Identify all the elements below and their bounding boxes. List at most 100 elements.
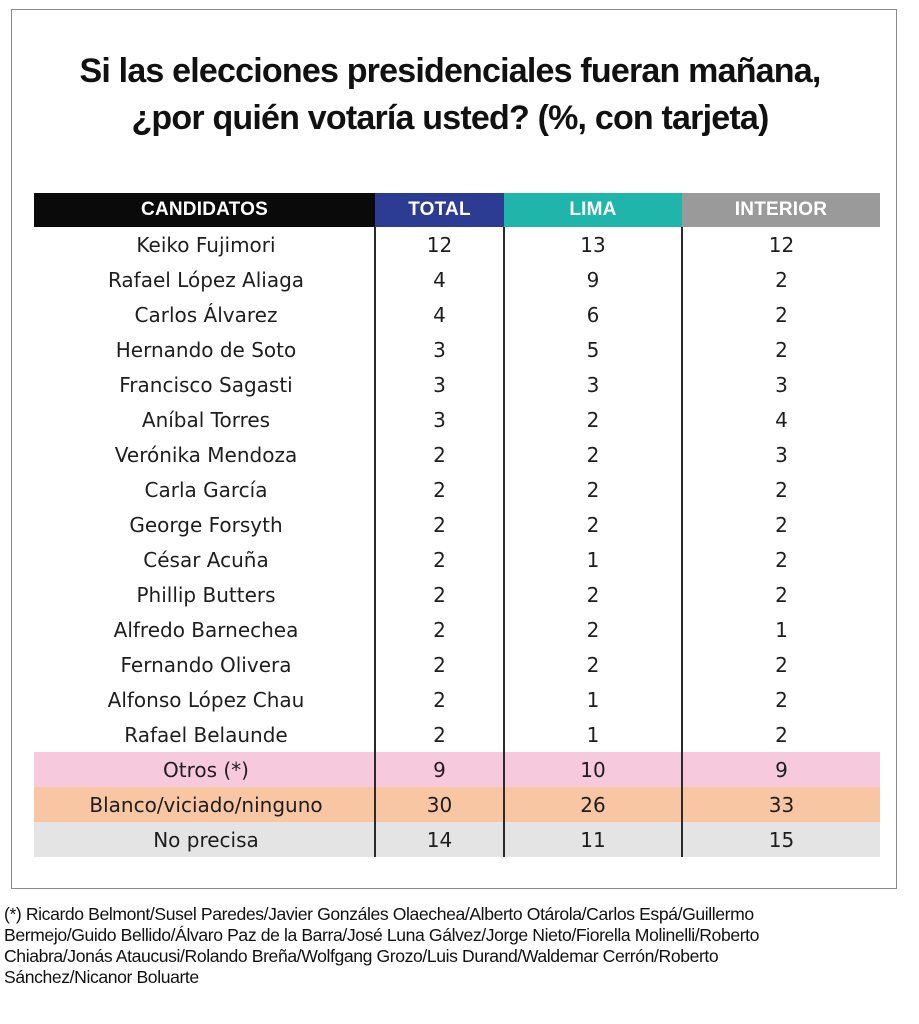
total-value-cell: 3 (374, 402, 504, 437)
table-row: Francisco Sagasti 3 3 3 (34, 367, 880, 402)
table-row: César Acuña 2 1 2 (34, 542, 880, 577)
poll-table: CANDIDATOS TOTAL LIMA INTERIOR Keiko Fuj… (34, 193, 880, 857)
header-candidatos: CANDIDATOS (34, 193, 375, 227)
total-value-cell: 2 (374, 717, 504, 752)
title-line-2: ¿por quién votaría usted? (%, con tarjet… (131, 99, 769, 137)
lima-value-cell: 2 (503, 402, 682, 437)
table-row: Keiko Fujimori 12 13 12 (34, 227, 880, 262)
lima-value-cell: 6 (503, 297, 682, 332)
candidate-name-cell: Alfredo Barnechea (113, 617, 299, 642)
interior-value-cell: 2 (681, 577, 880, 612)
interior-value-cell: 4 (681, 402, 880, 437)
candidate-name-cell: Carlos Álvarez (134, 302, 278, 327)
interior-value-cell: 2 (681, 647, 880, 682)
interior-value-cell: 2 (681, 332, 880, 367)
table-row: Carlos Álvarez 4 6 2 (34, 297, 880, 332)
footnote-line-4: Sánchez/Nicanor Boluarte (4, 967, 199, 987)
header-lima: LIMA (504, 193, 682, 227)
table-row: Alfredo Barnechea 2 2 1 (34, 612, 880, 647)
candidate-name-cell: César Acuña (143, 547, 269, 572)
candidate-name-cell: Rafael López Aliaga (107, 267, 305, 292)
total-value-cell: 2 (374, 612, 504, 647)
lima-value-cell: 5 (503, 332, 682, 367)
total-value-cell: 12 (374, 227, 504, 262)
candidate-name-cell: Verónika Mendoza (114, 442, 298, 467)
total-value-cell: 2 (374, 437, 504, 472)
table-row: Aníbal Torres 3 2 4 (34, 402, 880, 437)
interior-value-cell: 15 (681, 822, 880, 857)
total-value-cell: 2 (374, 647, 504, 682)
candidate-name-cell: Rafael Belaunde (124, 722, 288, 747)
table-row: No precisa 14 11 15 (34, 822, 880, 857)
interior-value-cell: 12 (681, 227, 880, 262)
table-row: Blanco/viciado/ninguno 30 26 33 (34, 787, 880, 822)
lima-value-cell: 10 (503, 752, 682, 787)
interior-value-cell: 3 (681, 437, 880, 472)
lima-value-cell: 2 (503, 507, 682, 542)
interior-value-cell: 3 (681, 367, 880, 402)
interior-value-cell: 2 (681, 262, 880, 297)
total-value-cell: 14 (374, 822, 504, 857)
table-row: Rafael López Aliaga 4 9 2 (34, 262, 880, 297)
candidate-name-cell: Phillip Butters (136, 582, 276, 607)
footnote-line-3: Chiabra/Jonás Ataucusi/Rolando Breña/Wol… (4, 946, 719, 966)
total-value-cell: 9 (374, 752, 504, 787)
lima-value-cell: 2 (503, 472, 682, 507)
title-line-1: Si las elecciones presidenciales fueran … (79, 52, 822, 90)
header-row: CANDIDATOS TOTAL LIMA INTERIOR (34, 193, 880, 227)
header-total: TOTAL (375, 193, 504, 227)
poll-table-body: Keiko Fujimori 12 13 12 Rafael López Aliaga 4… (34, 227, 880, 857)
interior-value-cell: 2 (681, 507, 880, 542)
candidate-name-cell: Hernando de Soto (115, 337, 297, 362)
candidate-name-cell: Francisco Sagasti (119, 372, 293, 397)
candidate-name-cell: Otros (*) (34, 752, 375, 787)
table-row: Hernando de Soto 3 5 2 (34, 332, 880, 367)
lima-value-cell: 3 (503, 367, 682, 402)
table-row: Verónika Mendoza 2 2 3 (34, 437, 880, 472)
candidate-name-cell: Fernando Olivera (120, 652, 292, 677)
footnote-line-2: Bermejo/Guido Bellido/Álvaro Paz de la B… (4, 925, 760, 945)
candidate-name-cell: Aníbal Torres (141, 407, 271, 432)
lima-value-cell: 2 (503, 612, 682, 647)
interior-value-cell: 2 (681, 542, 880, 577)
candidate-name-cell: No precisa (34, 822, 375, 857)
lima-value-cell: 9 (503, 262, 682, 297)
lima-value-cell: 26 (503, 787, 682, 822)
table-row: Phillip Butters 2 2 2 (34, 577, 880, 612)
total-value-cell: 30 (374, 787, 504, 822)
lima-value-cell: 11 (503, 822, 682, 857)
candidate-name-cell: Alfonso López Chau (107, 687, 305, 712)
chart-title: Si las elecciones presidenciales fueran … (0, 48, 900, 142)
candidate-name-cell: Keiko Fujimori (136, 232, 276, 257)
interior-value-cell: 1 (681, 612, 880, 647)
lima-value-cell: 1 (503, 682, 682, 717)
interior-value-cell: 2 (681, 472, 880, 507)
interior-value-cell: 2 (681, 682, 880, 717)
table-row: Alfonso López Chau 2 1 2 (34, 682, 880, 717)
table-row: Carla García 2 2 2 (34, 472, 880, 507)
candidate-name-cell: Blanco/viciado/ninguno (34, 787, 375, 822)
lima-value-cell: 13 (503, 227, 682, 262)
footnote-line-1: (*) Ricardo Belmont/Susel Paredes/Javier… (4, 904, 754, 924)
lima-value-cell: 2 (503, 577, 682, 612)
interior-value-cell: 9 (681, 752, 880, 787)
interior-value-cell: 33 (681, 787, 880, 822)
table-row: George Forsyth 2 2 2 (34, 507, 880, 542)
total-value-cell: 4 (374, 297, 504, 332)
total-value-cell: 2 (374, 507, 504, 542)
footnote: (*) Ricardo Belmont/Susel Paredes/Javier… (4, 904, 904, 988)
interior-value-cell: 2 (681, 717, 880, 752)
interior-value-cell: 2 (681, 297, 880, 332)
lima-value-cell: 1 (503, 717, 682, 752)
total-value-cell: 2 (374, 472, 504, 507)
total-value-cell: 2 (374, 542, 504, 577)
table-row: Rafael Belaunde 2 1 2 (34, 717, 880, 752)
lima-value-cell: 2 (503, 437, 682, 472)
candidate-name-cell: Carla García (144, 477, 268, 502)
table-row: Otros (*) 9 10 9 (34, 752, 880, 787)
table-row: Fernando Olivera 2 2 2 (34, 647, 880, 682)
total-value-cell: 4 (374, 262, 504, 297)
lima-value-cell: 1 (503, 542, 682, 577)
lima-value-cell: 2 (503, 647, 682, 682)
total-value-cell: 2 (374, 577, 504, 612)
